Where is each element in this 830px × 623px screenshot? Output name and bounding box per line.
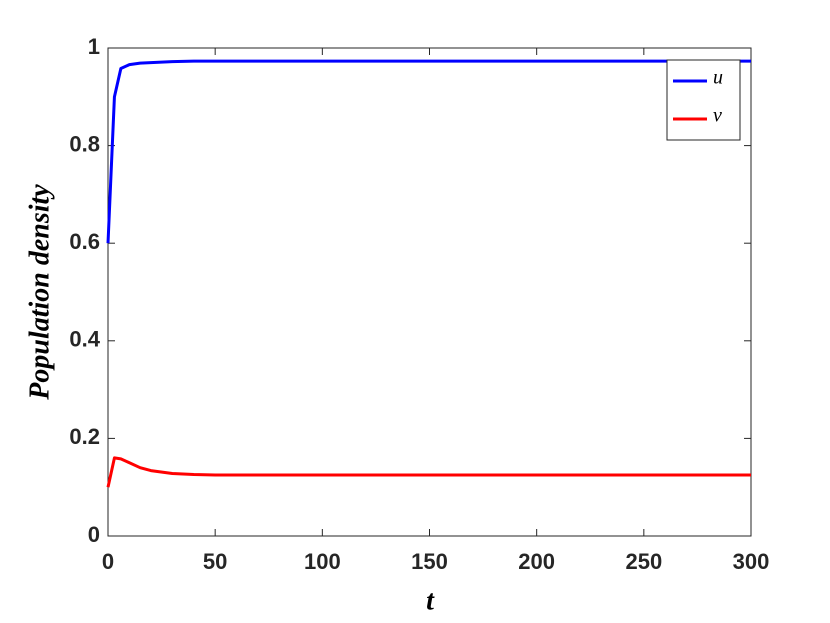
x-tick-label: 0 — [102, 549, 114, 574]
legend-box — [666, 59, 741, 141]
x-tick-label: 50 — [203, 549, 227, 574]
legend-label: v — [713, 105, 722, 127]
y-tick-label: 0.2 — [69, 424, 100, 449]
y-tick-label: 0.6 — [69, 229, 100, 254]
series-line — [106, 59, 751, 244]
y-axis-label: Population density — [24, 184, 55, 401]
plot-frame — [107, 47, 752, 537]
x-tick-label: 100 — [304, 549, 341, 574]
x-tick-label: 250 — [625, 549, 662, 574]
y-tick-label: 1 — [88, 34, 100, 59]
y-tick-label: 0.4 — [69, 327, 100, 352]
y-tick-label: 0.8 — [69, 131, 100, 156]
legend-label: u — [713, 67, 723, 89]
x-tick-label: 300 — [733, 549, 770, 574]
x-axis-label: t — [426, 585, 435, 616]
y-tick-label: 0 — [88, 522, 100, 547]
series-line — [106, 456, 751, 488]
x-tick-label: 200 — [518, 549, 555, 574]
x-tick-label: 150 — [411, 549, 448, 574]
